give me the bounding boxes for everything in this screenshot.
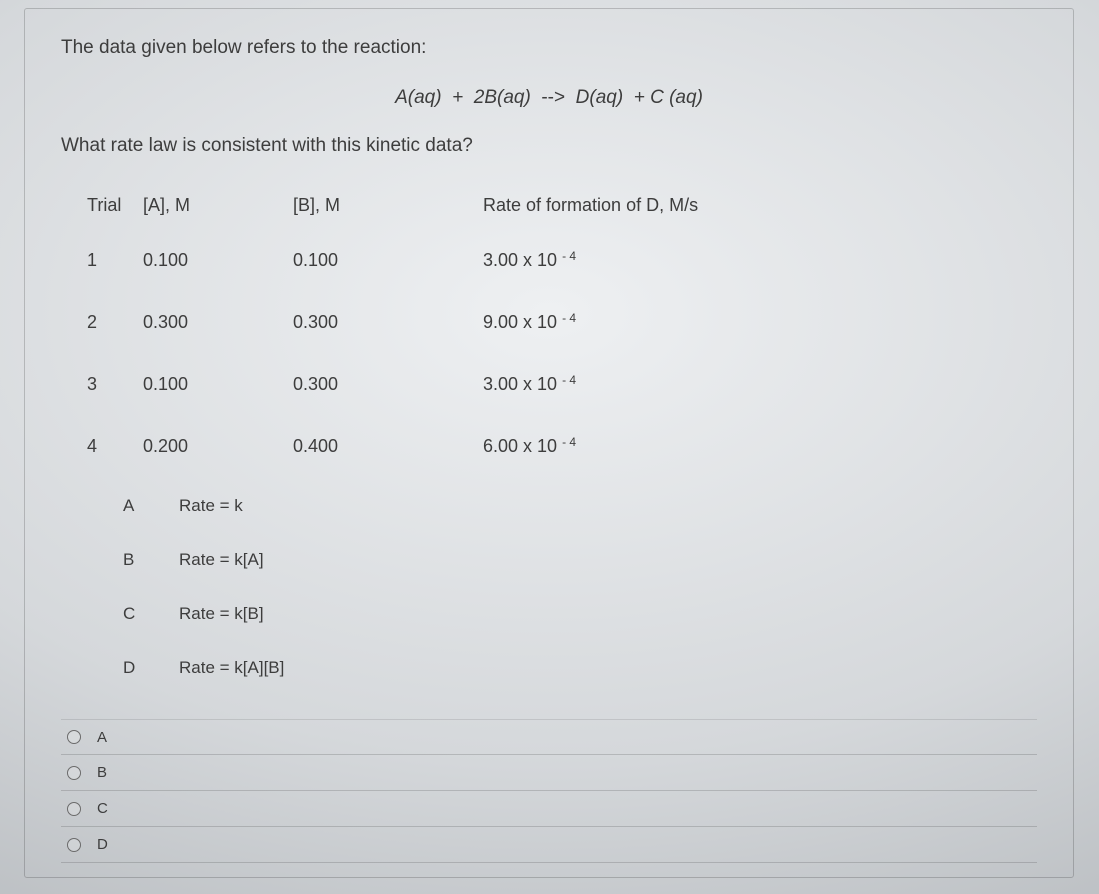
table-row: 1 0.100 0.100 3.00 x 10 - 4 bbox=[87, 229, 1037, 291]
option-text: Rate = k[A][B] bbox=[179, 658, 284, 678]
reaction-equation: A(aq) + 2B(aq) --> D(aq) + C (aq) bbox=[61, 87, 1037, 109]
cell-a: 0.100 bbox=[143, 374, 293, 395]
answer-label: A bbox=[97, 729, 107, 746]
cell-a: 0.300 bbox=[143, 312, 293, 333]
cell-rate: 9.00 x 10 - 4 bbox=[483, 312, 1037, 333]
data-table: Trial [A], M [B], M Rate of formation of… bbox=[61, 181, 1037, 695]
radio-icon[interactable] bbox=[67, 802, 81, 816]
answer-label: D bbox=[97, 836, 108, 853]
cell-rate: 3.00 x 10 - 4 bbox=[483, 374, 1037, 395]
table-row: 2 0.300 0.300 9.00 x 10 - 4 bbox=[87, 291, 1037, 353]
answer-choice-a[interactable]: A bbox=[61, 719, 1037, 755]
option-row: B Rate = k[A] bbox=[123, 533, 1037, 587]
radio-icon[interactable] bbox=[67, 730, 81, 744]
option-row: A Rate = k bbox=[123, 479, 1037, 533]
question-text: What rate law is consistent with this ki… bbox=[61, 135, 1037, 157]
col-header-b: [B], M bbox=[293, 195, 483, 216]
radio-icon[interactable] bbox=[67, 838, 81, 852]
option-letter: A bbox=[123, 496, 179, 516]
cell-trial: 4 bbox=[87, 436, 143, 457]
table-header-row: Trial [A], M [B], M Rate of formation of… bbox=[87, 181, 1037, 229]
cell-b: 0.400 bbox=[293, 436, 483, 457]
cell-rate: 3.00 x 10 - 4 bbox=[483, 250, 1037, 271]
answer-choice-d[interactable]: D bbox=[61, 827, 1037, 863]
question-panel: The data given below refers to the react… bbox=[24, 8, 1074, 878]
cell-rate: 6.00 x 10 - 4 bbox=[483, 436, 1037, 457]
answer-choices: A B C D bbox=[61, 719, 1037, 863]
answer-choice-b[interactable]: B bbox=[61, 755, 1037, 791]
cell-trial: 3 bbox=[87, 374, 143, 395]
col-header-trial: Trial bbox=[87, 195, 143, 216]
answer-choice-c[interactable]: C bbox=[61, 791, 1037, 827]
table-row: 3 0.100 0.300 3.00 x 10 - 4 bbox=[87, 353, 1037, 415]
table-row: 4 0.200 0.400 6.00 x 10 - 4 bbox=[87, 415, 1037, 477]
option-letter: C bbox=[123, 604, 179, 624]
cell-b: 0.300 bbox=[293, 374, 483, 395]
col-header-rate: Rate of formation of D, M/s bbox=[483, 195, 1037, 216]
intro-text: The data given below refers to the react… bbox=[61, 37, 1037, 59]
option-row: D Rate = k[A][B] bbox=[123, 641, 1037, 695]
radio-icon[interactable] bbox=[67, 766, 81, 780]
cell-b: 0.100 bbox=[293, 250, 483, 271]
option-row: C Rate = k[B] bbox=[123, 587, 1037, 641]
cell-a: 0.200 bbox=[143, 436, 293, 457]
cell-trial: 2 bbox=[87, 312, 143, 333]
option-text: Rate = k[A] bbox=[179, 550, 264, 570]
cell-b: 0.300 bbox=[293, 312, 483, 333]
option-letter: D bbox=[123, 658, 179, 678]
col-header-a: [A], M bbox=[143, 195, 293, 216]
options-block: A Rate = k B Rate = k[A] C Rate = k[B] D… bbox=[87, 479, 1037, 695]
option-letter: B bbox=[123, 550, 179, 570]
answer-label: C bbox=[97, 800, 108, 817]
cell-trial: 1 bbox=[87, 250, 143, 271]
option-text: Rate = k bbox=[179, 496, 243, 516]
option-text: Rate = k[B] bbox=[179, 604, 264, 624]
cell-a: 0.100 bbox=[143, 250, 293, 271]
answer-label: B bbox=[97, 764, 107, 781]
